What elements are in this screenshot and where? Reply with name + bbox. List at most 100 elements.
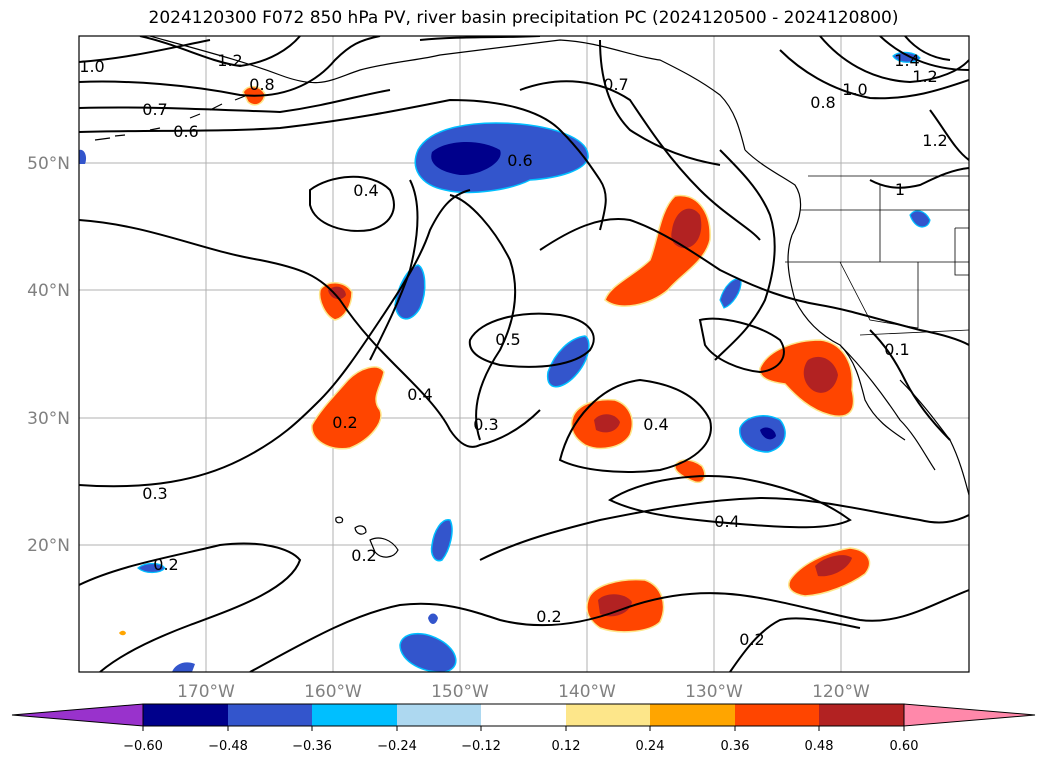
bc-coast: [744, 149, 802, 236]
contour-label: 1.2: [912, 67, 937, 86]
colorbar-tick-label: −0.36: [292, 739, 332, 754]
colorbar-tick-label: −0.24: [377, 739, 417, 754]
precip-pos-tiny-171w: [119, 630, 126, 636]
contour-label: 0.3: [473, 415, 498, 434]
precip-neg-150w-20n: [430, 519, 453, 562]
lon-label: 170°W: [177, 682, 235, 702]
contour-0-7-nw: [79, 89, 391, 114]
contour-0-1-coast: [869, 329, 951, 441]
colorbar-tick-label: 0.12: [552, 739, 581, 754]
precip-pos-120w-core: [815, 555, 852, 577]
baja-peninsula: [839, 344, 936, 471]
contour-0-4-mid: [369, 179, 419, 361]
precip-neg-west-edge: [79, 149, 87, 164]
pv-contours: [79, 36, 969, 672]
colorbar-segment: [481, 704, 566, 726]
longitude-labels: 170°W 160°W 150°W 140°W 130°W 120°W: [177, 682, 870, 702]
contour-label: 0.5: [495, 330, 520, 349]
hawaii-big-island: [369, 537, 399, 558]
contour-0-2-south: [79, 542, 302, 672]
contour-0-2-central: [249, 589, 969, 672]
contour-label: 1: [895, 180, 905, 199]
alaska-coast: [149, 36, 746, 151]
contour-0-8-ne: [779, 49, 969, 100]
precip-pos-160w-40n-core: [328, 286, 346, 300]
precip-positive-areas: [119, 85, 871, 636]
contour-label: 0.1: [884, 340, 909, 359]
contour-0-4-loop-east: [558, 378, 712, 473]
colorbar: −0.60 −0.48 −0.36 −0.24 −0.12 0.12 0.24 …: [11, 703, 1036, 754]
lat-label: 50°N: [27, 154, 70, 174]
contour-0-2-se: [729, 617, 861, 672]
contour-label: 0.8: [810, 93, 835, 112]
contour-0-3-main: [79, 189, 471, 488]
lat-label: 20°N: [27, 536, 70, 556]
contour-label: 1.2: [217, 51, 242, 70]
lat-label: 40°N: [27, 281, 70, 301]
colorbar-segment: [819, 704, 904, 726]
precip-neg-sw-corner: [172, 662, 195, 672]
precip-pos-ne-core: [671, 208, 702, 249]
precip-neg-gulf-core: [431, 141, 501, 176]
hawaii-maui: [354, 525, 367, 535]
colorbar-segment: [566, 704, 650, 726]
map-title: 2024120300 F072 850 hPa PV, river basin …: [148, 8, 899, 28]
contour-0-3-inner: [449, 194, 517, 441]
contour-label: 0.2: [153, 555, 178, 574]
precip-pos-139w-15n-core: [598, 594, 632, 617]
precip-pos-160w-30n: [311, 366, 385, 450]
contour-label: 0.4: [407, 385, 432, 404]
contour-0-6-central: [519, 80, 761, 241]
contour-1-4-ne: [904, 36, 951, 61]
contour-0-3-east: [539, 218, 969, 346]
colorbar-segment: [397, 704, 481, 726]
contour-0-8-nw: [79, 36, 381, 97]
contour-label: 0.4: [714, 512, 739, 531]
lon-label: 120°W: [812, 682, 870, 702]
political-borders: [785, 175, 969, 336]
colorbar-tick-label: 0.60: [890, 739, 919, 754]
colorbar-tick-label: −0.60: [123, 739, 163, 754]
precip-pos-baja-core: [803, 356, 838, 393]
contour-1-2-east: [929, 109, 969, 161]
colorbar-segment-extend-high: [903, 703, 1036, 727]
us-mexico-border: [859, 329, 969, 336]
contour-0-4-main: [79, 219, 541, 448]
colorbar-tick-label: 0.36: [721, 739, 750, 754]
lon-label: 130°W: [685, 682, 743, 702]
contour-label: 0.3: [142, 484, 167, 503]
contour-label: 0.7: [142, 100, 167, 119]
latitude-labels: 50°N 40°N 30°N 20°N: [27, 154, 70, 556]
colorbar-tick-label: 0.24: [636, 739, 665, 754]
colorbar-segment: [228, 704, 312, 726]
contour-0-2-mid: [479, 496, 969, 561]
contour-0-6-main: [79, 98, 607, 231]
colorbar-segment-extend-low: [11, 703, 144, 727]
hawaii-oahu: [335, 516, 344, 524]
contour-1-2-nw: [139, 36, 301, 68]
contour-label: 0.2: [536, 607, 561, 626]
precip-neg-165w-18n: [137, 562, 166, 574]
contour-1-0-nw: [79, 39, 211, 63]
contour-0-4-loop-west: [309, 175, 395, 232]
lon-label: 160°W: [304, 682, 362, 702]
contour-label: 0.4: [353, 181, 378, 200]
colorbar-tick-label: −0.48: [208, 739, 248, 754]
contour-0-7-ne: [599, 39, 721, 166]
contour-1-2-ne: [879, 36, 969, 71]
contour-0-4-south: [608, 475, 852, 529]
contour-1-east: [869, 167, 969, 189]
colorbar-segment: [650, 704, 735, 726]
contour-0-4-right: [714, 149, 776, 361]
precip-neg-bc-coast: [909, 210, 931, 228]
coastlines: [94, 36, 969, 558]
contour-label: 1.0: [842, 80, 867, 99]
contour-label: 1.4: [894, 51, 919, 70]
contour-label: 1.0: [79, 57, 104, 76]
us-west-coast: [787, 234, 906, 441]
colorbar-tick-label: −0.12: [461, 739, 501, 754]
precip-neg-153w-12n: [399, 633, 457, 672]
aleutian-islands: [94, 95, 246, 141]
contour-label: 0.7: [603, 75, 628, 94]
